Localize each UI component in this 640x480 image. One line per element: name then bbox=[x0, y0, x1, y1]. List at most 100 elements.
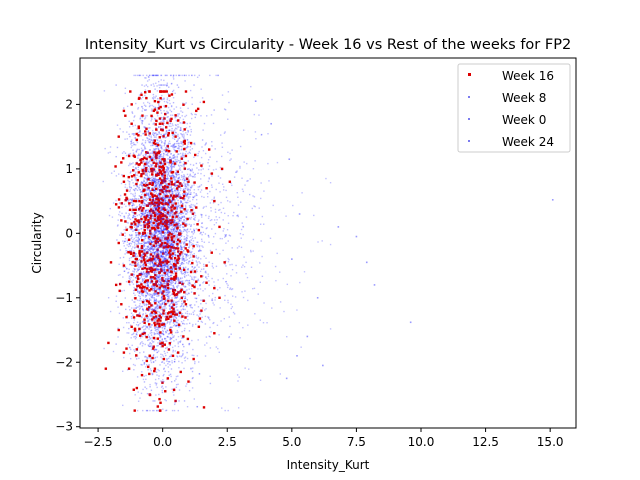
rest-point bbox=[174, 189, 176, 192]
rest-point bbox=[207, 235, 210, 237]
rest-point bbox=[163, 244, 165, 247]
rest-point bbox=[135, 333, 138, 335]
rest-point bbox=[211, 265, 214, 267]
rest-point bbox=[136, 198, 138, 200]
rest-point bbox=[128, 180, 130, 183]
rest-point bbox=[162, 195, 164, 197]
rest-point bbox=[169, 305, 172, 308]
rest-point bbox=[164, 326, 166, 328]
rest-point bbox=[161, 385, 164, 387]
rest-point bbox=[156, 179, 158, 181]
rest-point bbox=[140, 220, 143, 223]
week-16-point bbox=[154, 290, 157, 293]
rest-point bbox=[159, 291, 161, 293]
rest-point bbox=[161, 175, 163, 177]
week-16-point bbox=[132, 254, 135, 257]
rest-point bbox=[151, 179, 154, 181]
rest-point bbox=[148, 79, 150, 81]
rest-point bbox=[193, 354, 195, 357]
rest-point bbox=[170, 275, 172, 277]
rest-point bbox=[139, 266, 142, 268]
rest-point bbox=[190, 225, 192, 227]
rest-point bbox=[147, 238, 149, 240]
week-16-point bbox=[145, 151, 148, 154]
rest-point bbox=[201, 234, 203, 236]
rest-point bbox=[191, 278, 193, 280]
rest-point bbox=[204, 344, 206, 346]
rest-point bbox=[199, 101, 201, 103]
week-16-point bbox=[149, 232, 152, 235]
rest-point bbox=[154, 200, 156, 203]
rest-point bbox=[178, 148, 180, 150]
rest-point bbox=[170, 288, 172, 290]
rest-point bbox=[164, 313, 166, 315]
rest-point bbox=[161, 297, 163, 299]
rest-point bbox=[175, 324, 177, 327]
week-16-point bbox=[172, 307, 175, 311]
rest-point bbox=[209, 74, 211, 77]
rest-point bbox=[207, 159, 210, 161]
rest-point bbox=[205, 205, 207, 208]
rest-point bbox=[156, 235, 159, 238]
rest-point bbox=[168, 240, 170, 242]
week-16-point bbox=[159, 264, 162, 267]
rest-point bbox=[165, 386, 167, 388]
rest-point bbox=[168, 263, 171, 266]
rest-point bbox=[266, 322, 268, 324]
rest-point bbox=[145, 304, 148, 307]
rest-point bbox=[165, 287, 167, 289]
week-16-point bbox=[143, 332, 146, 335]
week-16-point bbox=[151, 226, 154, 230]
rest-point bbox=[185, 74, 187, 77]
rest-point bbox=[205, 308, 207, 310]
week-16-point bbox=[178, 267, 182, 270]
rest-point bbox=[151, 179, 153, 181]
rest-point bbox=[133, 332, 135, 334]
rest-point bbox=[170, 125, 172, 128]
rest-point bbox=[166, 82, 168, 84]
week-16-point bbox=[153, 194, 157, 197]
week-16-point bbox=[142, 172, 145, 175]
rest-point bbox=[160, 227, 162, 229]
rest-point bbox=[150, 237, 153, 239]
week-16-point bbox=[130, 103, 133, 106]
rest-point bbox=[136, 262, 139, 265]
week-16-point bbox=[166, 243, 169, 246]
rest-point bbox=[153, 181, 156, 183]
rest-point bbox=[154, 106, 156, 109]
rest-point bbox=[227, 91, 230, 93]
rest-point bbox=[169, 261, 171, 264]
week-16-point bbox=[122, 174, 126, 178]
rest-point bbox=[151, 285, 153, 287]
rest-point bbox=[142, 244, 145, 246]
week-16-point bbox=[152, 283, 155, 286]
week-16-point bbox=[175, 223, 178, 226]
rest-point bbox=[187, 246, 190, 249]
rest-point bbox=[279, 373, 282, 375]
rest-point bbox=[153, 257, 156, 260]
rest-point bbox=[185, 286, 187, 288]
rest-point bbox=[202, 129, 204, 131]
rest-point bbox=[187, 315, 189, 317]
week-16-point bbox=[158, 136, 161, 139]
rest-point bbox=[231, 288, 234, 290]
rest-point bbox=[151, 187, 153, 189]
rest-point bbox=[160, 286, 163, 289]
rest-point bbox=[182, 153, 184, 156]
rest-point bbox=[167, 231, 169, 233]
rest-point bbox=[180, 200, 182, 202]
week-16-point bbox=[191, 212, 195, 215]
rest-point bbox=[166, 166, 168, 168]
rest-point bbox=[185, 274, 188, 277]
rest-point bbox=[174, 185, 176, 187]
rest-point bbox=[159, 154, 161, 157]
rest-point bbox=[178, 142, 180, 145]
week-16-point bbox=[184, 247, 187, 250]
week-16-point bbox=[167, 149, 171, 153]
rest-point bbox=[153, 253, 156, 255]
rest-point bbox=[146, 80, 149, 82]
rest-point bbox=[211, 277, 213, 280]
rest-point bbox=[147, 234, 149, 236]
rest-point bbox=[183, 74, 186, 77]
rest-point bbox=[175, 262, 177, 264]
